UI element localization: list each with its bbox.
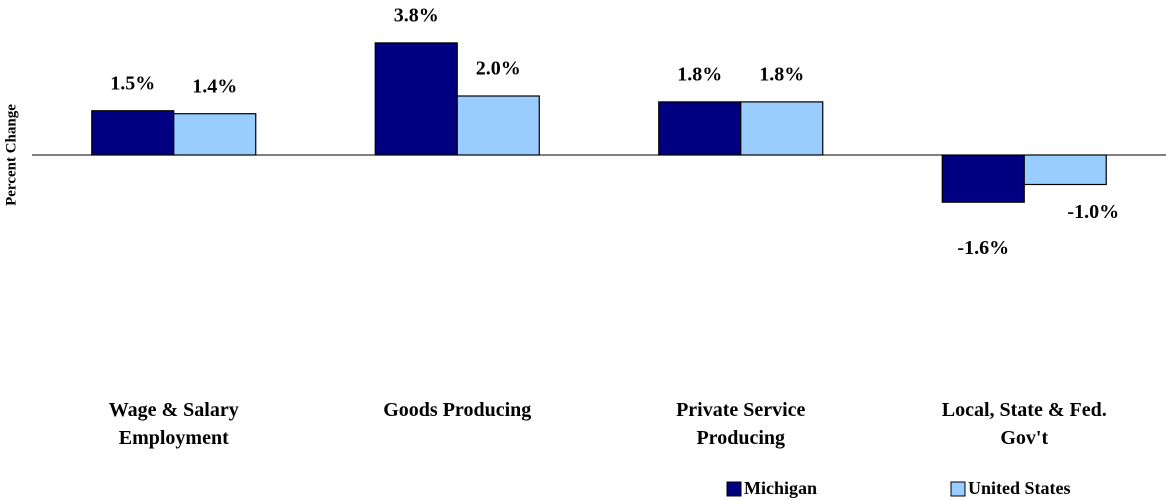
legend-swatch [726,481,742,497]
data-label: 1.5% [110,72,155,94]
x-tick-label: Local, State & Fed. Gov't [941,399,1107,449]
bar [941,154,1025,203]
data-label: -1.0% [1067,201,1119,223]
bar [91,110,175,156]
y-axis-label: Percent Change [3,104,19,206]
legend-label: Michigan [744,478,817,498]
bar [456,95,540,156]
data-label: 2.0% [476,58,521,80]
bar [374,42,458,156]
data-label: 1.8% [759,63,804,85]
legend-swatch [950,481,966,497]
data-label: 3.8% [394,4,439,26]
x-tick-label: Wage & Salary Employment [108,399,239,449]
legend-label: United States [968,478,1071,498]
data-label: -1.6% [957,237,1009,259]
bar [658,101,742,156]
data-label: 1.4% [192,75,237,97]
x-tick-label: Private Service Producing [676,399,806,449]
bar [740,101,824,156]
bar [173,113,257,156]
x-tick-label: Goods Producing [383,399,532,421]
data-label: 1.8% [677,63,722,85]
bar [1023,154,1107,186]
